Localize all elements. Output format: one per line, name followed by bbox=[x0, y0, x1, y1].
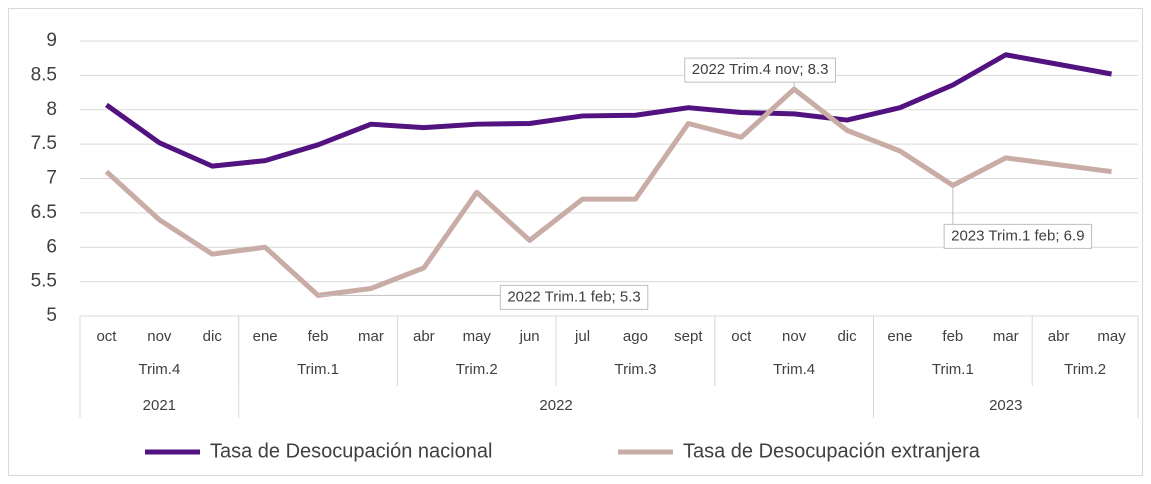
quarters-label: Trim.1 bbox=[932, 361, 974, 378]
legend-label: Tasa de Desocupación nacional bbox=[210, 440, 492, 462]
x-tick-label: nov bbox=[782, 328, 807, 345]
label-box bbox=[943, 223, 1093, 249]
quarters-label: Trim.4 bbox=[138, 361, 180, 378]
x-tick-label: dic bbox=[837, 328, 857, 345]
x-tick-label: feb bbox=[942, 328, 963, 345]
legend-label: Tasa de Desocupación extranjera bbox=[683, 440, 981, 462]
x-tick-label: feb bbox=[308, 328, 329, 345]
y-tick-label: 8 bbox=[46, 99, 57, 120]
y-tick-label: 6.5 bbox=[31, 202, 57, 223]
y-tick-label: 7 bbox=[46, 168, 57, 189]
x-tick-label: mar bbox=[358, 328, 384, 345]
years-label: 2023 bbox=[989, 397, 1022, 414]
data-label: 2022 Trim.4 nov; 8.3 bbox=[692, 61, 829, 78]
x-tick-label: abr bbox=[413, 328, 435, 345]
x-tick-label: jul bbox=[574, 328, 590, 345]
x-tick-label: ene bbox=[887, 328, 912, 345]
series-line bbox=[104, 86, 1112, 298]
quarters-label: Trim.2 bbox=[456, 361, 498, 378]
y-tick-label: 6 bbox=[46, 236, 57, 257]
x-tick-label: ago bbox=[623, 328, 648, 345]
y-tick-label: 9 bbox=[46, 30, 57, 51]
x-tick-label: sept bbox=[674, 328, 703, 345]
quarters-label: Trim.4 bbox=[773, 361, 815, 378]
y-tick-label: 5.5 bbox=[31, 271, 57, 292]
quarters-label: Trim.1 bbox=[297, 361, 339, 378]
x-tick-label: mar bbox=[993, 328, 1019, 345]
data-label: 2022 Trim.1 feb; 5.3 bbox=[507, 288, 640, 305]
y-tick-label: 8.5 bbox=[31, 64, 57, 85]
quarters-label: Trim.3 bbox=[614, 361, 656, 378]
x-tick-label: jun bbox=[519, 328, 540, 345]
x-tick-label: may bbox=[463, 328, 492, 345]
series-line bbox=[104, 52, 1112, 169]
x-tick-label: ene bbox=[253, 328, 278, 345]
label-box bbox=[499, 284, 649, 310]
y-tick-label: 5 bbox=[46, 305, 57, 326]
data-label: 2023 Trim.1 feb; 6.9 bbox=[951, 227, 1084, 244]
label-box bbox=[684, 57, 837, 83]
quarters-label: Trim.2 bbox=[1064, 361, 1106, 378]
x-tick-label: may bbox=[1097, 328, 1126, 345]
x-tick-label: oct bbox=[96, 328, 117, 345]
y-tick-label: 7.5 bbox=[31, 133, 57, 154]
x-tick-label: nov bbox=[147, 328, 172, 345]
x-tick-label: abr bbox=[1048, 328, 1070, 345]
years-label: 2022 bbox=[539, 397, 572, 414]
x-tick-label: dic bbox=[203, 328, 223, 345]
x-tick-label: oct bbox=[731, 328, 752, 345]
years-label: 2021 bbox=[143, 397, 176, 414]
